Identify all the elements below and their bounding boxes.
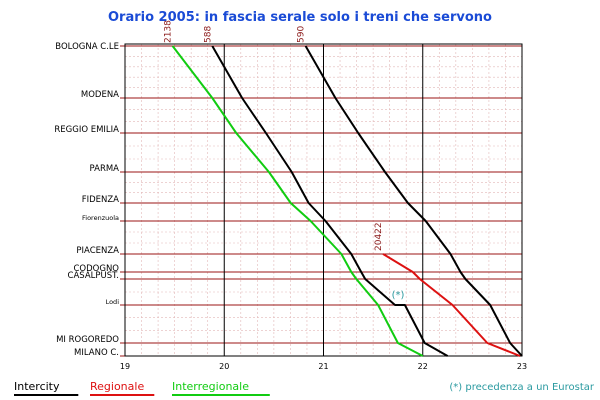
legend: Intercity Regionale Interregionale [14,380,270,396]
plot-frame [124,43,523,357]
station-label: PARMA [90,164,120,174]
chart-title: Orario 2005: in fascia serale solo i tre… [108,10,492,25]
train-path-588 [211,45,449,357]
train-paths [171,45,523,357]
station-label: MILANO C. [74,348,119,358]
station-label: PIACENZA [76,246,119,256]
footnote: (*) precedenza a un Eurostar [449,382,595,393]
station-label: Fiorenzuola [82,214,119,222]
x-tick-label: 22 [418,362,428,371]
station-label: CODOGNO [74,264,120,274]
station-label: CASALPUST. [68,271,119,281]
train-label-2138: 2138 [164,20,174,43]
x-tick-label: 20 [219,362,229,371]
train-label-590: 590 [297,26,307,43]
x-tick-label: 21 [318,362,328,371]
legend-label: Intercity [14,380,60,393]
station-label: REGGIO EMILIA [54,125,119,135]
train-path-2138 [171,45,424,357]
legend-label: Regionale [90,380,144,393]
station-label: FIDENZA [82,195,119,205]
train-path-20422 [382,253,521,357]
train-number-labels: 2138 588 590 20422 [164,20,384,251]
legend-label: Interregionale [172,380,249,393]
station-lines [120,45,522,357]
station-label: Lodi [106,298,120,306]
eurostar-note-marker: (*) [392,290,405,301]
x-tick-label: 19 [120,362,130,371]
station-labels: BOLOGNA C.LE MODENA REGGIO EMILIA PARMA FIDE… [54,42,119,358]
x-tick-label: 23 [517,362,527,371]
train-label-588: 588 [203,26,213,43]
station-label: BOLOGNA C.LE [55,42,119,52]
train-path-590 [304,45,523,357]
train-label-20422: 20422 [374,222,384,251]
hour-lines [223,44,424,356]
station-label: MI ROGOREDO [56,335,119,345]
x-tick-labels: 19 20 21 22 23 [120,362,527,371]
station-label: MODENA [81,90,119,100]
